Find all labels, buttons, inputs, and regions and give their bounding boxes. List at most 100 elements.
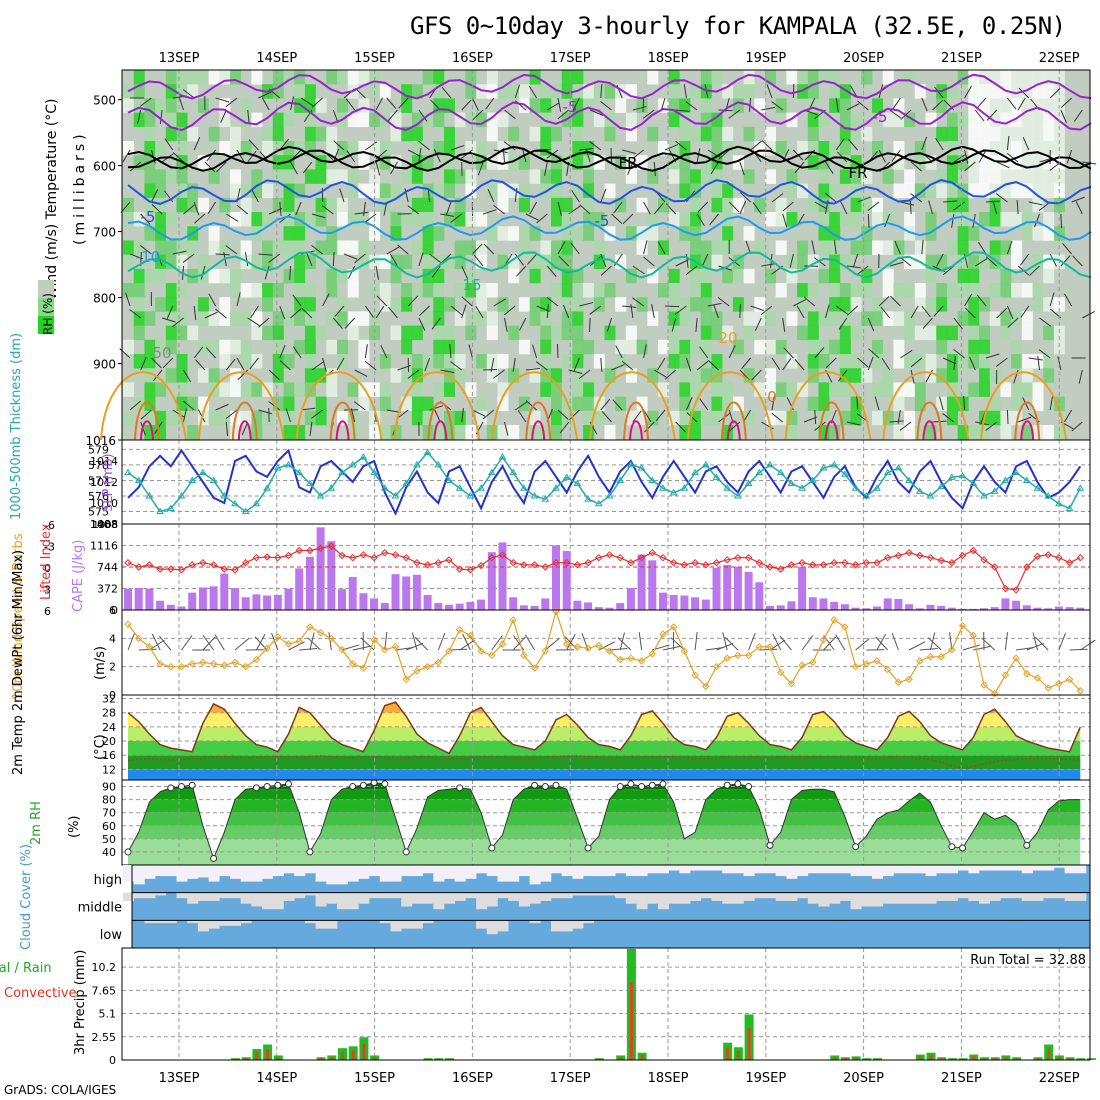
isotherm-30 <box>1020 420 1035 441</box>
rh-cell <box>561 226 573 241</box>
rh-cell <box>936 325 948 341</box>
rh-cell <box>422 396 434 412</box>
rh-cell <box>786 183 798 199</box>
cloud-high-bar <box>775 865 787 877</box>
rh-cell <box>240 212 252 227</box>
wind-barb <box>375 161 381 176</box>
thickness-marker <box>209 476 218 483</box>
rh-cell <box>230 183 241 199</box>
rh-marker <box>488 844 496 852</box>
wind-barb <box>611 213 623 224</box>
wind-barb-10m <box>138 648 157 651</box>
isotherm-30 <box>531 420 546 441</box>
cloud-middle-bar <box>797 892 809 899</box>
precip-convective-bar <box>437 1058 441 1060</box>
cape-bar <box>723 564 732 610</box>
cloud-middle-bar <box>765 892 776 899</box>
rh-cell <box>925 354 937 369</box>
wind-speed-marker <box>1065 675 1074 684</box>
rh-cell <box>968 84 980 99</box>
rh-cell <box>797 382 809 397</box>
wind-barb <box>578 369 591 380</box>
isotherm-25 <box>818 401 845 441</box>
rh-cell <box>230 141 241 156</box>
cloud-middle-bar <box>839 892 851 901</box>
rh-cell <box>593 240 605 255</box>
wind-speed-marker <box>402 675 410 684</box>
li-marker <box>680 561 689 569</box>
wind-barb <box>532 344 538 359</box>
wind-barb <box>881 357 891 371</box>
wind-barb <box>244 252 249 267</box>
rh-cell <box>572 112 584 128</box>
wind-barb <box>354 211 369 215</box>
rh-cell <box>476 297 488 312</box>
precip-convective-bar <box>747 1028 751 1060</box>
rh-cell <box>775 98 787 113</box>
isotherm-30 <box>629 420 643 441</box>
wind-barb <box>383 201 388 216</box>
thickness-marker <box>284 460 293 468</box>
wind-barb <box>796 305 805 319</box>
li-marker <box>766 563 774 571</box>
wind-barb <box>909 199 912 215</box>
date-label-bottom: 13SEP <box>159 1071 200 1086</box>
wind-barb <box>418 148 422 163</box>
wind-barb <box>728 109 741 119</box>
wind-barb <box>771 357 781 370</box>
rh-cell <box>765 212 776 227</box>
wind-barb <box>172 152 184 163</box>
wind-barb <box>514 84 521 99</box>
rh-cell <box>861 169 873 184</box>
rh-cell <box>433 311 445 326</box>
rh-cell <box>540 84 552 99</box>
li-marker <box>883 553 892 562</box>
rh-cell <box>979 425 990 440</box>
rh-cell <box>144 410 156 426</box>
wind-tick: 2 <box>109 661 116 674</box>
wind-barb <box>707 302 722 307</box>
wind-barb-10m <box>1035 636 1049 651</box>
rh-cell <box>444 169 455 184</box>
cape-bar <box>808 597 817 610</box>
li-marker <box>1023 563 1031 571</box>
rh-cell <box>861 70 873 85</box>
wind-barb <box>709 213 719 226</box>
precip-convective-bar <box>266 1049 270 1060</box>
rh-cell <box>893 112 905 128</box>
wind-speed-marker <box>766 643 774 651</box>
rh-cell <box>604 283 616 298</box>
rh-cell <box>486 354 498 369</box>
rh-cell <box>583 396 595 412</box>
cape-bar <box>584 602 593 610</box>
rh-cell <box>561 70 573 85</box>
svg-text:(m/s): (m/s) <box>93 646 108 680</box>
wind-barb <box>137 109 142 124</box>
rh-cell <box>615 396 627 412</box>
cloud-middle-bar <box>914 892 926 904</box>
rh-cell <box>797 240 809 255</box>
thickness-marker <box>252 499 261 507</box>
rh-cell <box>572 283 584 298</box>
rh-cell <box>957 283 969 298</box>
cloud-high-bar <box>240 865 252 882</box>
li-marker <box>509 558 517 567</box>
rh-cell <box>187 84 199 99</box>
wind-barb <box>1049 87 1061 99</box>
rh-cell <box>914 354 926 369</box>
rh-cell <box>379 382 391 397</box>
wind-speed-marker <box>937 653 945 661</box>
rh-cell <box>187 126 199 142</box>
thickness-marker <box>594 499 603 507</box>
rh-cell <box>144 311 156 326</box>
cloud-low-bar <box>187 920 199 924</box>
wind-barb <box>353 401 366 411</box>
precip-convective-bar <box>843 1058 847 1060</box>
rh-cell <box>422 226 434 241</box>
wind-barb <box>461 296 473 307</box>
rh-cell <box>176 197 188 213</box>
wind-barb-10m <box>544 638 560 651</box>
rh-cell <box>283 70 295 85</box>
rh-cell <box>914 382 926 397</box>
rh-marker <box>745 783 753 791</box>
